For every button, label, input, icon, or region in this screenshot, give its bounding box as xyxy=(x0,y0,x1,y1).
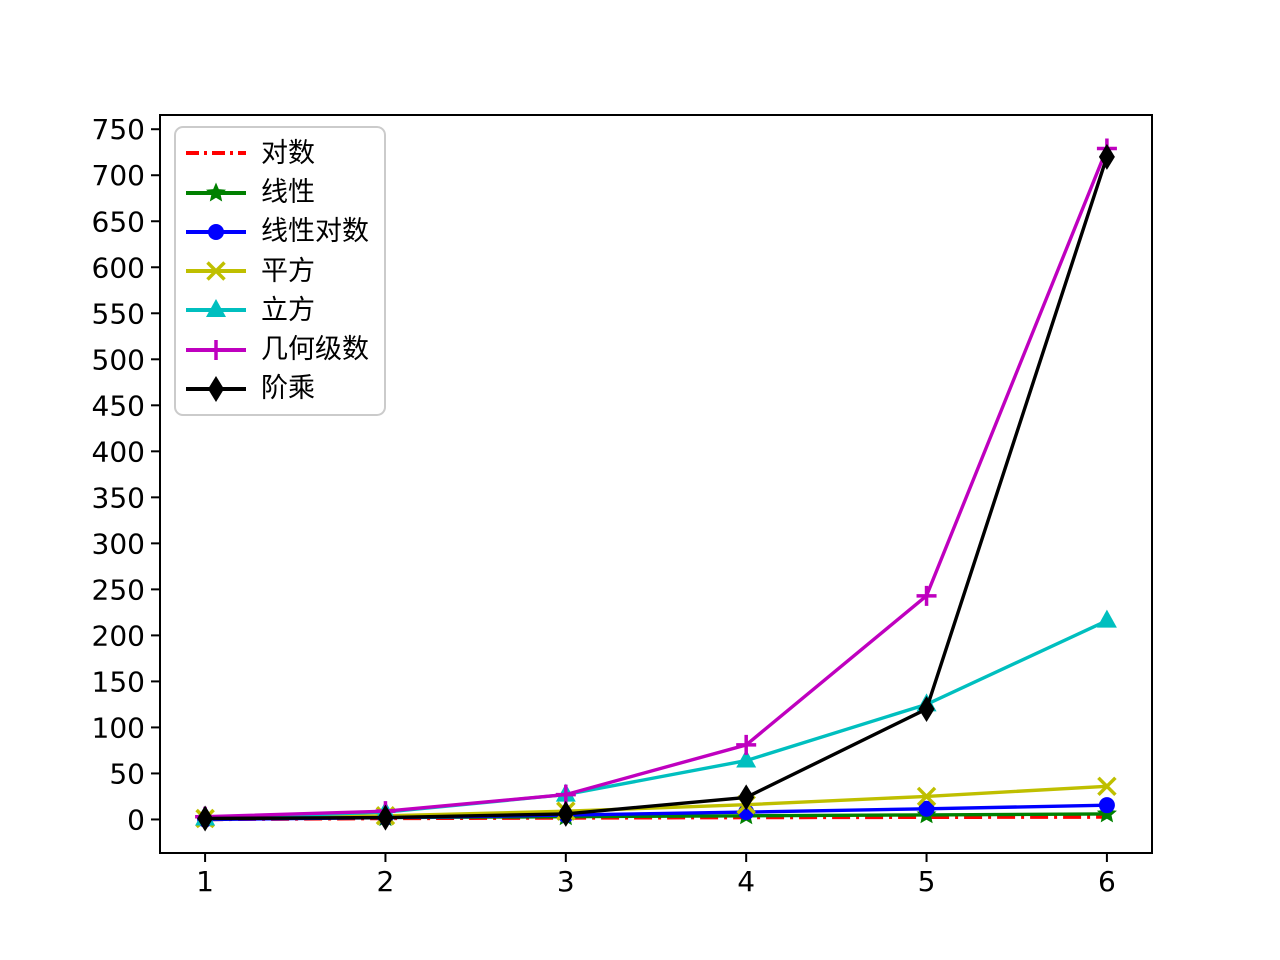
legend-item-factorial: 阶乘 xyxy=(176,370,384,408)
legend: 对数线性线性对数平方立方几何级数阶乘 xyxy=(174,126,386,416)
y-tick-label: 700 xyxy=(92,159,145,192)
series-line-factorial xyxy=(205,156,1109,821)
y-tick-label: 450 xyxy=(92,389,145,422)
y-tick-label: 400 xyxy=(92,435,145,468)
legend-handle-factorial xyxy=(186,375,246,402)
legend-item-log: 对数 xyxy=(176,134,384,172)
legend-handle-linear xyxy=(186,182,246,201)
y-tick-label: 750 xyxy=(92,113,145,146)
y-tick-label: 500 xyxy=(92,343,145,376)
x-tick-label: 3 xyxy=(557,865,575,898)
x-tick-label: 1 xyxy=(196,865,214,898)
x-tick-label: 4 xyxy=(737,865,755,898)
x-axis: 1 2 3 4 5 6 xyxy=(196,853,1116,898)
series-line-log xyxy=(205,815,1107,822)
y-tick-label: 50 xyxy=(109,757,145,790)
y-tick-label: 0 xyxy=(127,803,145,836)
x-tick-label: 2 xyxy=(377,865,395,898)
series-log xyxy=(205,815,1107,822)
legend-label-cube: 立方 xyxy=(261,294,315,326)
legend-item-nlogn: 线性对数 xyxy=(176,213,384,251)
legend-label-factorial: 阶乘 xyxy=(261,373,315,405)
legend-handle-nlogn xyxy=(186,223,246,240)
plot-border xyxy=(159,114,1153,854)
y-tick-label: 150 xyxy=(92,665,145,698)
legend-item-square: 平方 xyxy=(176,252,384,290)
legend-label-square: 平方 xyxy=(261,255,315,287)
legend-handle-geometric xyxy=(186,339,246,360)
y-tick-label: 300 xyxy=(92,527,145,560)
y-tick-label: 250 xyxy=(92,573,145,606)
legend-item-linear: 线性 xyxy=(176,174,384,212)
y-tick-label: 100 xyxy=(92,711,145,744)
legend-handle-square xyxy=(186,261,246,281)
x-tick-label: 5 xyxy=(918,865,936,898)
legend-item-cube: 立方 xyxy=(176,291,384,329)
y-axis: 0 50 100 150 200 250 300 350 400 450 500 550 600 650 7… xyxy=(92,113,160,836)
y-tick-label: 650 xyxy=(92,205,145,238)
series-factorial xyxy=(197,143,1115,832)
y-tick-label: 350 xyxy=(92,481,145,514)
legend-label-nlogn: 线性对数 xyxy=(261,216,369,248)
x-tick-label: 6 xyxy=(1098,865,1116,898)
y-tick-label: 550 xyxy=(92,297,145,330)
y-tick-label: 200 xyxy=(92,619,145,652)
legend-handle-cube xyxy=(186,299,246,318)
y-tick-label: 600 xyxy=(92,251,145,284)
series-line-geometric xyxy=(205,147,1109,819)
legend-label-log: 对数 xyxy=(261,137,315,169)
legend-label-linear: 线性 xyxy=(261,177,315,208)
legend-label-geometric: 几何级数 xyxy=(261,334,369,365)
legend-item-geometric: 几何级数 xyxy=(176,331,384,369)
legend-handle-log xyxy=(186,151,246,156)
series-line-cube xyxy=(205,619,1108,821)
